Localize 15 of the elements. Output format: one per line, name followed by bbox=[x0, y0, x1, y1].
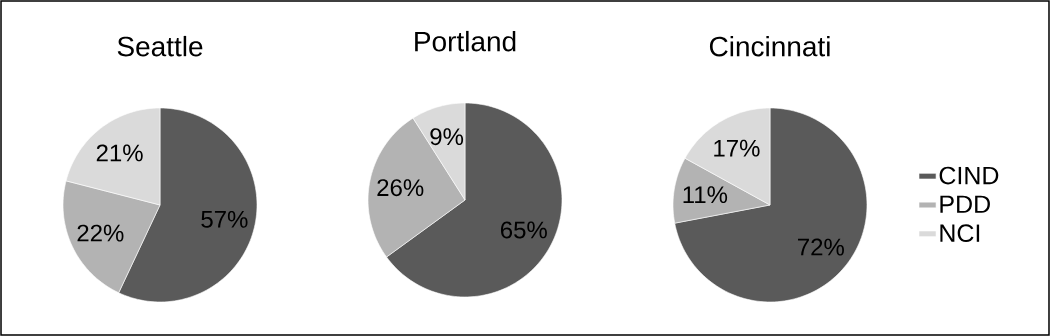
chart-title: Cincinnati bbox=[709, 35, 830, 57]
data-label: 9% bbox=[430, 128, 464, 146]
legend-label: CIND bbox=[939, 166, 999, 185]
chart-title: Portland bbox=[415, 30, 516, 52]
data-label: 26% bbox=[377, 179, 424, 197]
legend-label: PDD bbox=[940, 195, 990, 213]
chart-title: Seattle bbox=[117, 35, 203, 57]
data-label: 72% bbox=[798, 238, 844, 256]
data-label: 22% bbox=[77, 224, 124, 242]
data-label: 65% bbox=[500, 221, 547, 239]
legend-label: NCI bbox=[940, 224, 980, 243]
data-label: 11% bbox=[683, 186, 728, 204]
data-label: 57% bbox=[201, 210, 248, 228]
data-label: 21% bbox=[96, 144, 143, 162]
data-label: 17% bbox=[714, 139, 760, 157]
